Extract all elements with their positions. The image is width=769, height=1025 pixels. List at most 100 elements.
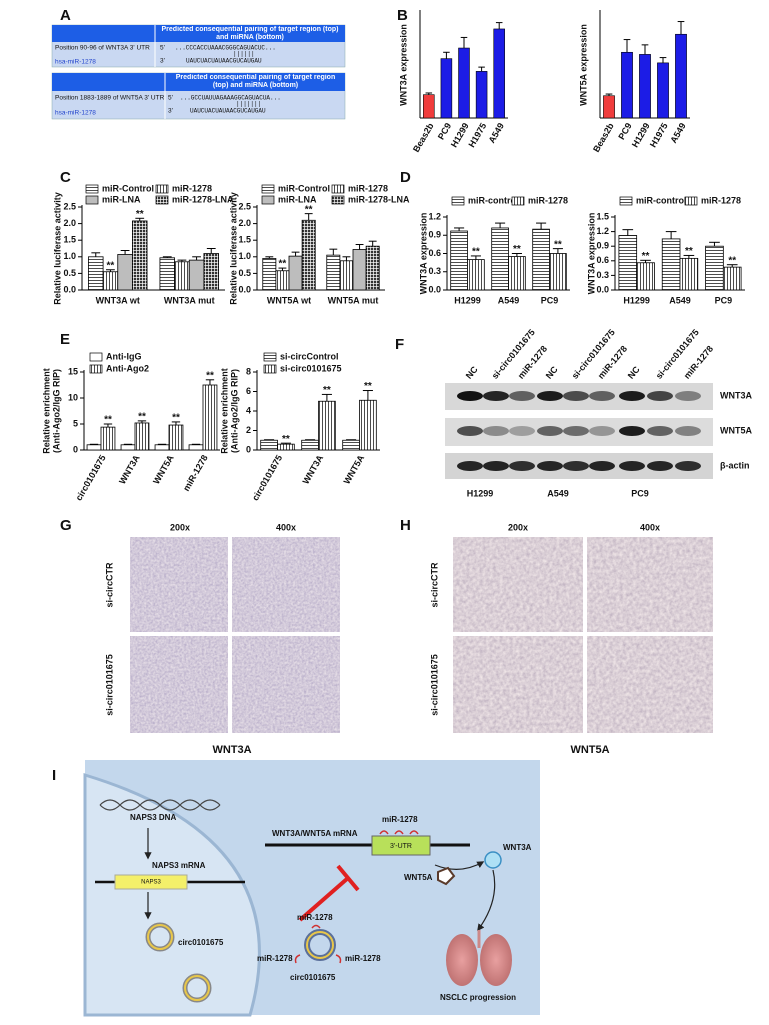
significance: ** [282,434,290,445]
group-label: si-circCTR [429,562,439,608]
blot-band [619,391,645,401]
y-tick-label: 15 [68,366,78,376]
y-tick-label: 2.5 [63,201,76,211]
mirna-hairpin [379,830,419,835]
bar [508,256,526,291]
y-tick-label: 2 [246,425,251,435]
gene-box [114,874,188,890]
blot-band [619,461,645,471]
x-tick-label: WNT5A [151,453,176,486]
y-tick-label: 0.9 [596,241,609,251]
blot-band [675,391,701,401]
diagram-label: NAPS3 [141,880,161,886]
bar [493,28,505,119]
x-tick-label: WNT5A mut [328,295,379,305]
legend-swatch [155,195,169,205]
x-tick-label: A549 [669,295,691,305]
y-axis-label: WNT5A expression [578,24,588,106]
chart: WNT3A expression 0.0 0.3 0.6 0.9 1.2 H1299 ** A5… [418,195,570,305]
cell-line: H1299 [467,488,494,498]
x-tick-label: H1975 [466,121,488,149]
lung [446,934,478,986]
bar [450,230,468,291]
diagram-label: NAPS3 DNA [130,813,176,822]
bar [102,271,119,291]
legend-swatch [263,364,277,374]
x-tick-label: WNT3A [117,453,142,486]
y-tick-label: 6 [246,386,251,396]
legend-label: miR-1278 [172,183,212,193]
blot-band [537,461,563,471]
diagram-label: NSCLC progression [440,993,516,1002]
diagram-label: NAPS3 mRNA [152,861,206,870]
legend-swatch [451,196,465,206]
legend-label: miR-1278-LNA [172,194,234,204]
legend-swatch [331,195,345,205]
significance: ** [305,204,313,215]
wnt5a-protein [437,866,456,886]
legend-label: miR-Control [278,183,330,193]
bar [491,227,509,291]
bar [88,256,104,291]
chart: Relative enrichment (Anti-Ago2/IgG RIP) 0 2… [219,351,380,502]
panel-label: I [52,767,56,784]
chart: Relative enrichment (Anti-Ago2/IgG RIP) 0 5… [41,351,220,502]
diagram-label: WNT3A/WNT5A mRNA [272,829,358,838]
blot-band [483,391,509,401]
bar [475,71,488,119]
blot-band [509,461,535,471]
significance: ** [513,244,521,255]
significance: ** [172,413,180,424]
blot-band [675,426,701,436]
x-tick-label: miR-1278 [181,453,210,493]
diagram-label: circ0101675 [178,938,224,947]
panel-label: H [400,517,411,534]
mirna-seq: UAUCUACUAUAACGUCAUGAU [190,108,266,115]
legend-label: si-circ0101675 [280,363,342,373]
x-tick-label: H1299 [454,295,481,305]
target-seq: ...CCCACCUAAACGGGCAGUACUC... [175,45,276,52]
mirna-seq: UAUCUACUAUAACGUCAUGAU [186,58,262,65]
blot-band [509,426,535,436]
bar [621,51,633,119]
histology-image [130,537,228,632]
histology-panel: 200x 400x si-circCTR si-circ0101675 WNT3… [104,522,340,756]
bar [188,444,204,451]
legend-swatch [261,195,275,205]
significance: ** [104,415,112,426]
bar [132,220,148,291]
bar [661,238,681,291]
significance: ** [554,239,562,250]
y-tick-label: 0.0 [428,284,441,294]
y-tick-label: 1.0 [63,251,76,261]
panel-label: D [400,169,411,186]
y-tick-label: 1.0 [238,251,251,261]
bar [423,94,435,119]
histology-image [453,636,583,733]
legend-label: miR-1278 [528,195,568,205]
histology-image [453,537,583,632]
legend-swatch [155,184,169,194]
bar [657,62,669,119]
blot-band [589,391,615,401]
dna-helix [99,799,221,811]
bar [86,444,102,451]
blot-band [457,391,483,401]
bar [339,260,354,291]
target-label: Position 90-96 of WNT3A 3' UTR [55,45,150,52]
histology-image [232,537,340,632]
bar [722,266,742,291]
lung [480,934,512,986]
legend-swatch [85,184,99,194]
y-axis-label: Relative enrichment [41,368,51,454]
pairing-table: Predicted consequential pairing of targe… [51,72,346,120]
blot-band [483,426,509,436]
x-tick-label: PC9 [541,295,559,305]
x-tick-label: H1975 [648,121,670,149]
bar [467,259,485,291]
x-tick-label: PC9 [436,121,453,141]
bar [458,47,470,119]
x-tick-label: WNT5A [342,453,367,486]
x-tick-label: H1299 [623,295,650,305]
